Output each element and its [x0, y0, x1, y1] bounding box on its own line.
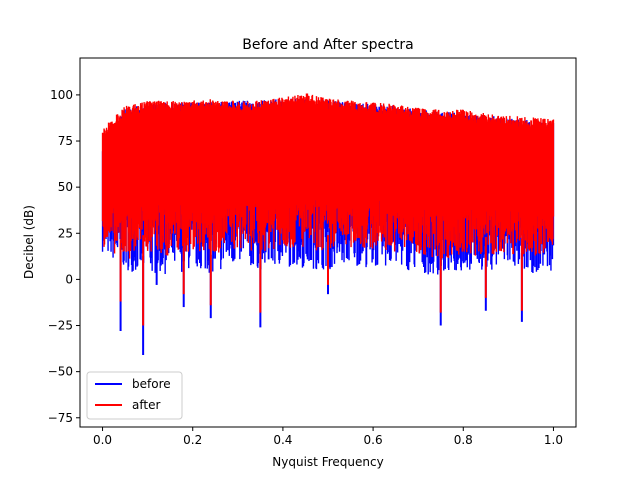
x-axis-label: Nyquist Frequency — [272, 455, 383, 469]
y-tick-label: 100 — [50, 88, 73, 102]
chart-title: Before and After spectra — [242, 37, 413, 53]
x-tick-label: 0.0 — [93, 433, 112, 447]
x-tick-label: 0.8 — [454, 433, 473, 447]
legend: before after — [86, 371, 183, 420]
y-tick-label: −75 — [48, 411, 73, 425]
y-tick-label: 25 — [58, 226, 73, 240]
legend-label-after: after — [132, 398, 160, 412]
y-tick-label: −50 — [48, 365, 73, 379]
y-tick-label: 50 — [58, 180, 73, 194]
series-layer — [101, 93, 555, 356]
x-axis: 0.0 0.2 0.4 0.6 0.8 1.0 — [93, 427, 563, 447]
legend-label-before: before — [132, 377, 171, 391]
series-after — [101, 93, 555, 326]
y-axis: −75 −50 −25 0 25 50 75 100 — [48, 88, 80, 425]
y-tick-label: −25 — [48, 319, 73, 333]
x-tick-label: 0.4 — [273, 433, 292, 447]
y-tick-label: 0 — [65, 272, 73, 286]
x-tick-label: 1.0 — [544, 433, 563, 447]
series-line-after — [101, 93, 555, 259]
y-tick-label: 75 — [58, 134, 73, 148]
y-axis-label: Decibel (dB) — [22, 205, 36, 279]
plot-frame — [79, 57, 577, 428]
x-tick-label: 0.6 — [364, 433, 383, 447]
x-tick-label: 0.2 — [183, 433, 202, 447]
